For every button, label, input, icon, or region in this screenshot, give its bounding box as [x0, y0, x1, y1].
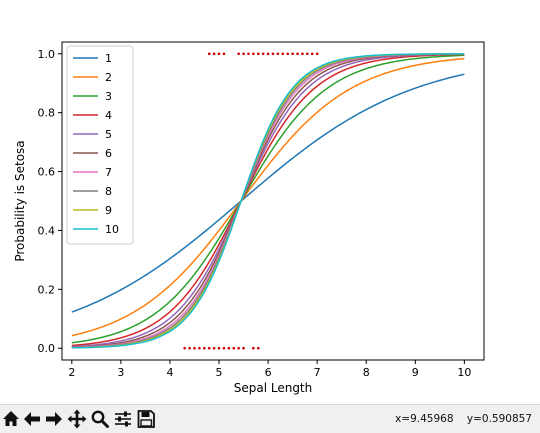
data-point-not-setosa — [227, 346, 231, 350]
data-point-setosa — [217, 52, 221, 56]
x-tick-label: 9 — [412, 366, 419, 379]
legend-label-9: 9 — [105, 204, 112, 217]
cursor-y-readout: y=0.590857 — [466, 413, 532, 425]
data-point-setosa — [252, 52, 255, 56]
legend-label-5: 5 — [105, 128, 112, 141]
data-point-not-setosa — [198, 346, 201, 350]
x-tick-label: 4 — [166, 366, 173, 379]
y-tick-label: 0.0 — [38, 342, 56, 355]
data-point-setosa — [256, 52, 260, 56]
data-point-setosa — [212, 52, 216, 56]
data-point-not-setosa — [222, 346, 226, 350]
data-point-not-setosa — [207, 346, 211, 350]
x-tick-label: 8 — [363, 366, 370, 379]
data-point-not-setosa — [217, 346, 221, 350]
data-point-setosa — [266, 52, 270, 56]
legend-label-2: 2 — [105, 71, 112, 84]
x-tick-label: 6 — [265, 366, 272, 379]
data-point-not-setosa — [237, 346, 240, 350]
legend-label-8: 8 — [105, 185, 112, 198]
series-line-10 — [71, 53, 465, 349]
data-point-not-setosa — [242, 346, 245, 350]
data-point-setosa — [306, 52, 309, 56]
y-tick-label: 1.0 — [38, 48, 56, 61]
axes-frame — [61, 41, 485, 361]
series-line-4 — [71, 53, 465, 347]
save-button[interactable] — [136, 408, 156, 430]
y-tick-label: 0.4 — [38, 224, 56, 237]
data-point-not-setosa — [256, 346, 260, 350]
data-point-setosa — [291, 52, 294, 56]
x-axis-label: Sepal Length — [234, 381, 313, 395]
curve-layer — [71, 53, 465, 349]
data-point-setosa — [207, 52, 211, 56]
data-point-setosa — [222, 52, 226, 56]
data-point-not-setosa — [252, 346, 255, 350]
legend-box — [66, 45, 134, 245]
x-tick-label: 2 — [68, 366, 75, 379]
home-icon — [3, 411, 19, 426]
data-point-setosa — [261, 52, 265, 56]
plot-window: 2 3 4 5 6 7 8 9 10 0.0 0.2 0.4 0.6 0.8 1.0 Sepal Leng… — [13, 41, 485, 395]
y-tick-label: 0.6 — [38, 166, 56, 179]
x-tick-label: 10 — [457, 366, 471, 379]
series-line-2 — [71, 57, 465, 337]
cursor-coordinates: x=9.45968 y=0.590857 — [385, 413, 532, 425]
zoom-icon — [91, 410, 109, 428]
data-point-setosa — [310, 52, 314, 56]
x-tick-label: 5 — [216, 366, 223, 379]
logistic-regression-chart: 2 3 4 5 6 7 8 9 10 0.0 0.2 0.4 0.6 0.8 1.0 Sepal Leng… — [13, 41, 485, 395]
pan-icon — [67, 409, 87, 429]
data-point-not-setosa — [203, 346, 206, 350]
y-tick-label: 0.2 — [38, 283, 56, 296]
back-button[interactable] — [22, 408, 42, 430]
series-line-3 — [71, 54, 465, 344]
y-tick-layer: 0.0 0.2 0.4 0.6 0.8 1.0 — [38, 48, 62, 355]
forward-button[interactable] — [44, 408, 64, 430]
data-point-setosa — [242, 52, 245, 56]
forward-arrow-icon — [46, 412, 62, 426]
pan-button[interactable] — [67, 408, 87, 430]
zoom-button[interactable] — [90, 408, 110, 430]
legend-label-1: 1 — [105, 52, 112, 65]
configure-subplots-icon — [115, 411, 131, 427]
legend-label-10: 10 — [105, 223, 119, 236]
home-button[interactable] — [1, 408, 21, 430]
cursor-x-readout: x=9.45968 — [395, 413, 454, 425]
legend-label-4: 4 — [105, 109, 112, 122]
back-arrow-icon — [24, 412, 40, 426]
data-point-setosa — [247, 52, 250, 56]
data-point-not-setosa — [183, 346, 186, 350]
data-point-not-setosa — [212, 346, 216, 350]
navigation-toolbar: x=9.45968 y=0.590857 — [0, 404, 540, 433]
x-tick-label: 3 — [117, 366, 124, 379]
data-point-setosa — [276, 52, 280, 56]
series-line-1 — [71, 73, 465, 313]
legend-label-3: 3 — [105, 90, 112, 103]
legend: 1 2 3 4 5 6 7 8 9 10 — [66, 45, 134, 245]
legend-label-7: 7 — [105, 166, 112, 179]
data-point-setosa — [296, 52, 299, 56]
data-point-layer — [183, 52, 319, 350]
x-tick-layer: 2 3 4 5 6 7 8 9 10 — [68, 360, 471, 379]
data-point-not-setosa — [188, 346, 191, 350]
data-point-setosa — [281, 52, 285, 56]
x-tick-label: 7 — [314, 366, 321, 379]
y-tick-label: 0.8 — [38, 107, 56, 120]
data-point-setosa — [271, 52, 275, 56]
data-point-not-setosa — [232, 346, 236, 350]
data-point-setosa — [301, 52, 304, 56]
legend-label-6: 6 — [105, 147, 112, 160]
data-point-setosa — [237, 52, 240, 56]
data-point-setosa — [286, 52, 290, 56]
y-axis-label: Probability is Setosa — [13, 140, 27, 261]
save-icon — [137, 410, 155, 428]
data-point-setosa — [315, 52, 319, 56]
configure-subplots-button[interactable] — [113, 408, 133, 430]
data-point-not-setosa — [193, 346, 196, 350]
